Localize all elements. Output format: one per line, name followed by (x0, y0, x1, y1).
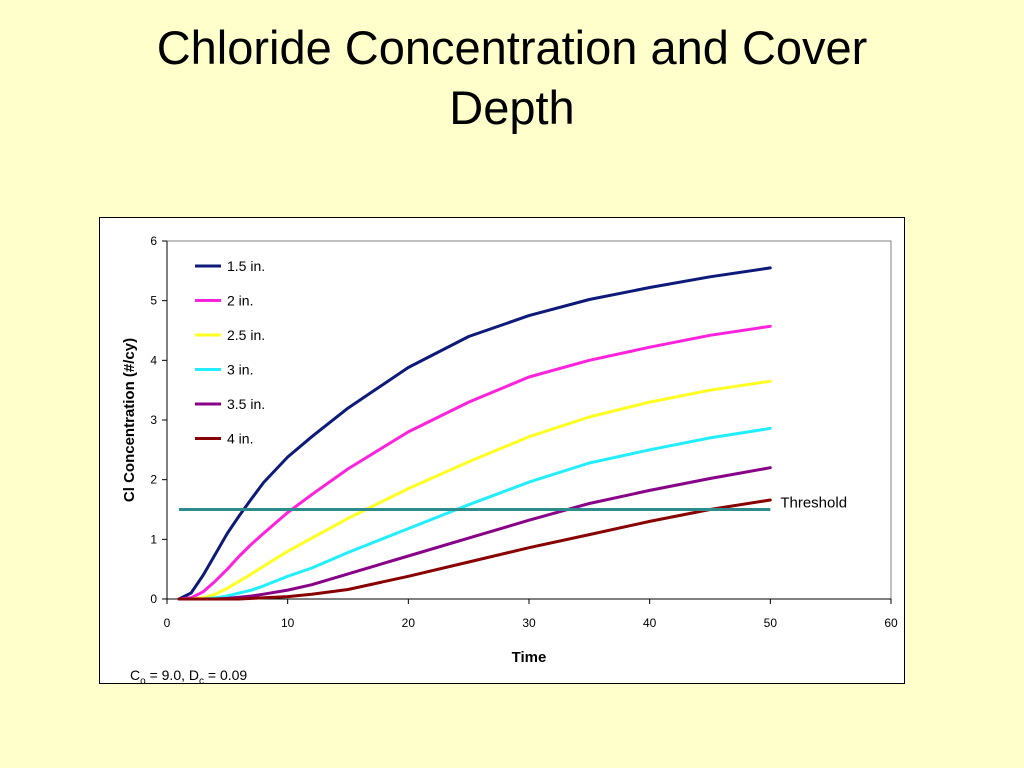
y-tick-label: 2 (150, 473, 157, 487)
legend-label-3-5-in: 3.5 in. (227, 396, 265, 412)
y-tick-label: 3 (150, 413, 157, 427)
legend-label-2-5-in: 2.5 in. (227, 327, 265, 343)
x-tick-label: 40 (643, 616, 657, 630)
y-axis-label: Cl Concentration (#/cy) (121, 338, 138, 502)
x-tick-label: 20 (402, 616, 416, 630)
legend-label-3-in: 3 in. (227, 362, 253, 378)
x-tick-label: 50 (764, 616, 778, 630)
series-line-2-5-in (177, 379, 772, 601)
y-tick-label: 6 (150, 234, 157, 248)
plot-area (166, 240, 892, 600)
series-layer (177, 266, 772, 601)
legend-label-4-in: 4 in. (227, 431, 253, 447)
x-tick-label: 10 (281, 616, 295, 630)
slide-title: Chloride Concentration and Cover Depth (0, 18, 1024, 138)
annotation-c-sub: o (140, 676, 146, 685)
annotation-c: C (130, 667, 140, 683)
x-tick-label: 0 (164, 616, 171, 630)
slide-title-line2: Depth (449, 81, 575, 134)
series-line-4-in (177, 498, 772, 601)
y-tick-label: 4 (150, 353, 157, 367)
x-tick-label: 60 (884, 616, 898, 630)
threshold-layer: Threshold (179, 495, 847, 512)
x-tick-label: 30 (522, 616, 536, 630)
legend-label-1-5-in: 1.5 in. (227, 258, 265, 274)
series-line-2-in (177, 324, 772, 601)
legend-label-2-in: 2 in. (227, 293, 253, 309)
y-tick-label: 5 (150, 294, 157, 308)
series-line-1-5-in (177, 266, 772, 601)
legend: 1.5 in. 2 in. 2.5 in. 3 in. 3.5 in. 4 in. (195, 258, 265, 447)
y-tick-label: 1 (150, 532, 157, 546)
x-axis-label: Time (512, 649, 547, 666)
annotation-d-sub: c (199, 676, 204, 685)
annotation-tail: = 0.09 (204, 667, 247, 683)
chart-frame: 0 1 2 3 4 5 6 0 10 20 30 40 50 60 Threshold 1.5 in. 2 … (99, 217, 905, 687)
annotation-mid: = 9.0, D (146, 667, 199, 683)
y-tick-label: 0 (150, 592, 157, 606)
slide-title-line1: Chloride Concentration and Cover (156, 21, 868, 74)
parameter-annotation: Co = 9.0, Dc = 0.09 (130, 667, 247, 685)
threshold-label: Threshold (780, 495, 847, 512)
